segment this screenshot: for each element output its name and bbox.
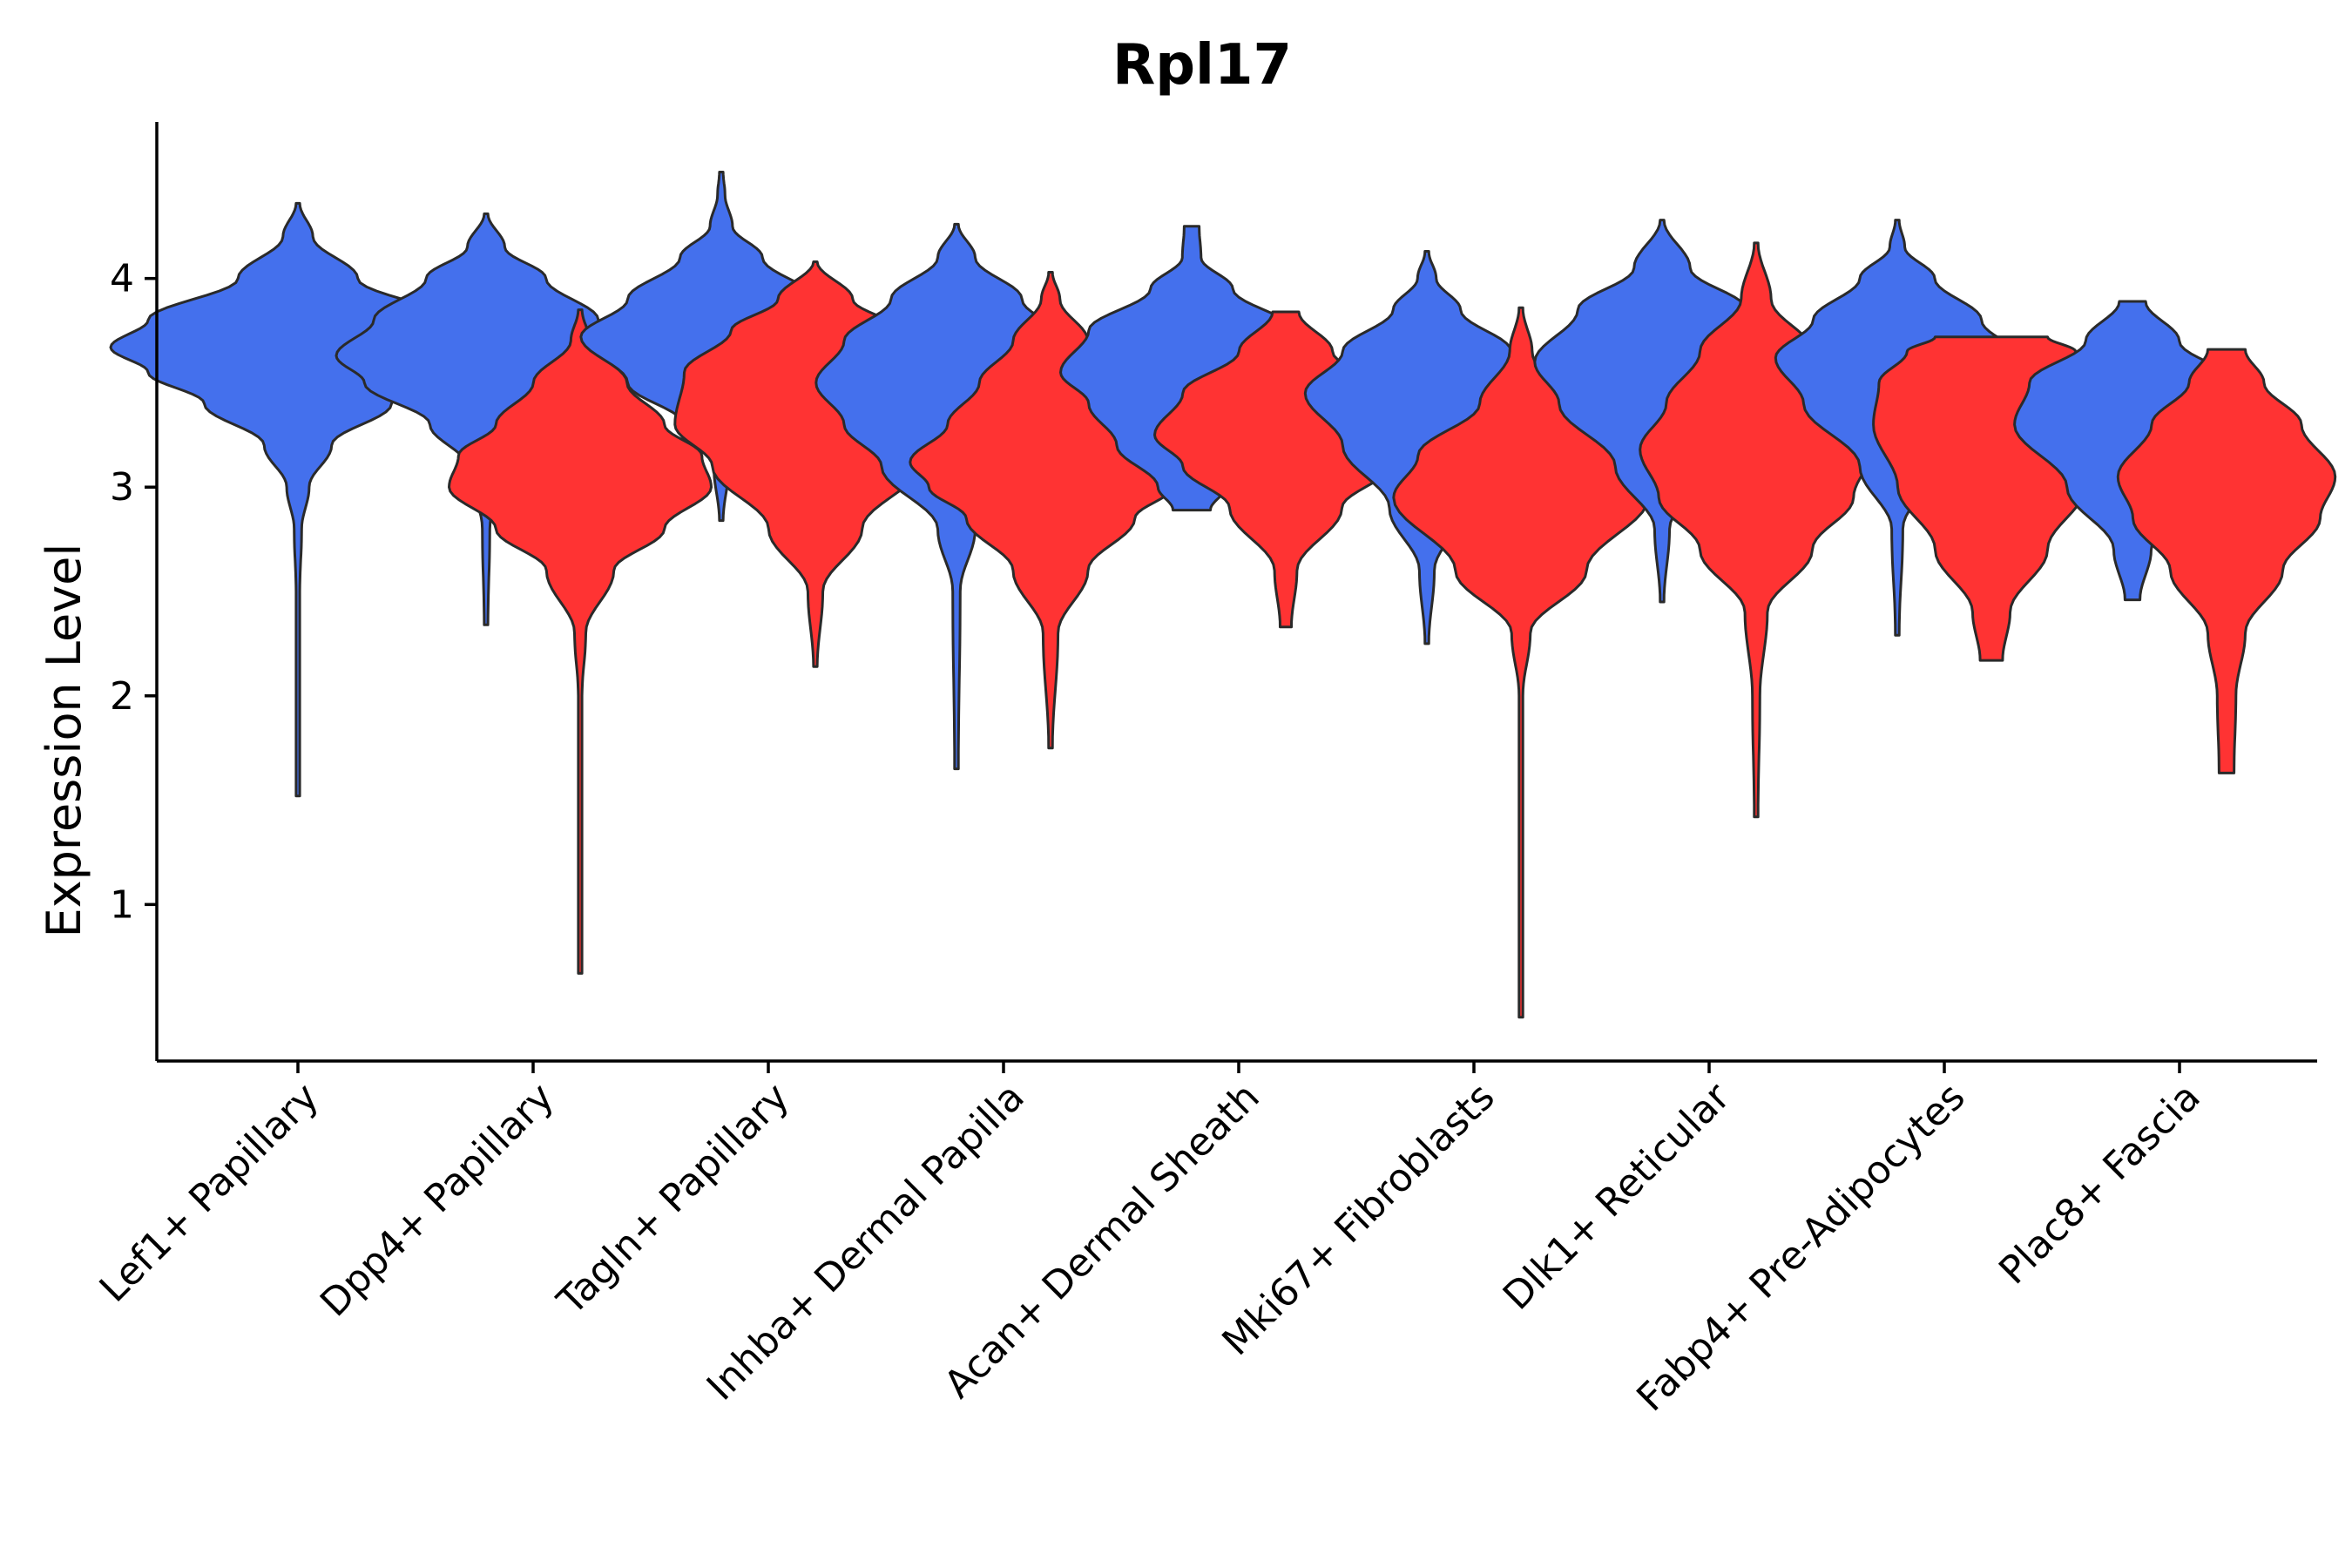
x-tick-label: Lef1+ Papillary	[91, 1075, 328, 1311]
x-tick-label: Plac8+ Fascia	[1990, 1075, 2209, 1294]
violin-6-group2	[1392, 306, 1650, 1019]
y-tick-label: 3	[110, 465, 134, 510]
chart-title: Rpl17	[1112, 33, 1292, 98]
y-tick-label: 1	[110, 882, 134, 927]
y-tick-label: 2	[110, 674, 134, 719]
y-ticks: 1 2 3 4	[110, 257, 157, 927]
y-axis-label: Expression Level	[37, 544, 91, 938]
violin-group	[109, 171, 2337, 1019]
violin-9-group2	[2116, 348, 2337, 774]
x-tick-label: Tagln+ Papillary	[549, 1075, 798, 1324]
y-tick-label: 4	[110, 257, 134, 301]
violin-2-group2	[448, 308, 713, 975]
x-tick-label: Mki67+ Fibroblasts	[1213, 1075, 1503, 1364]
x-tick-label: Dlk1+ Reticular	[1495, 1074, 1740, 1319]
x-tick-label: Dpp4+ Papillary	[312, 1075, 563, 1326]
